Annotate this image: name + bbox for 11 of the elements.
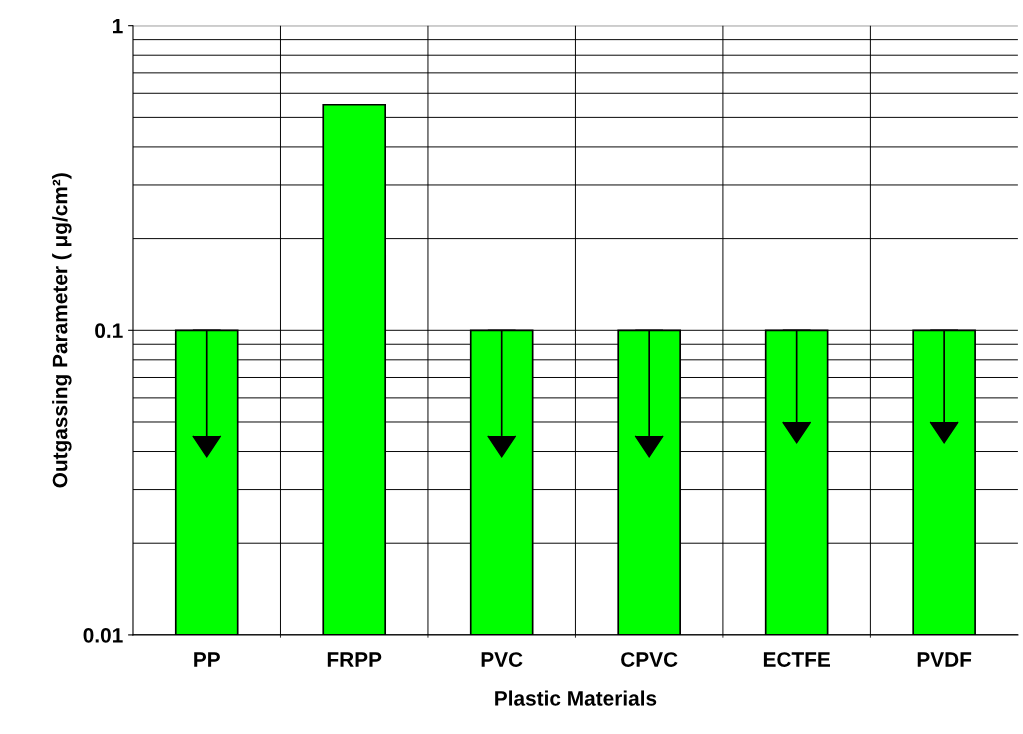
x-tick-label: CPVC xyxy=(621,652,678,667)
y-axis-title: Outgassing Parameter ( μg/cm²) xyxy=(52,173,72,488)
y-tick-label: 0.01 xyxy=(83,627,123,643)
x-axis-title: Plastic Materials xyxy=(495,690,657,706)
x-tick-label: ECTFE xyxy=(763,652,830,667)
y-tick-label: 1 xyxy=(112,18,123,34)
y-tick-label: 0.1 xyxy=(95,323,123,339)
x-tick-label: PP xyxy=(194,652,220,667)
x-tick-label: PVC xyxy=(481,652,523,667)
x-tick-label: FRPP xyxy=(327,652,382,667)
x-tick-label: PVDF xyxy=(917,652,972,667)
